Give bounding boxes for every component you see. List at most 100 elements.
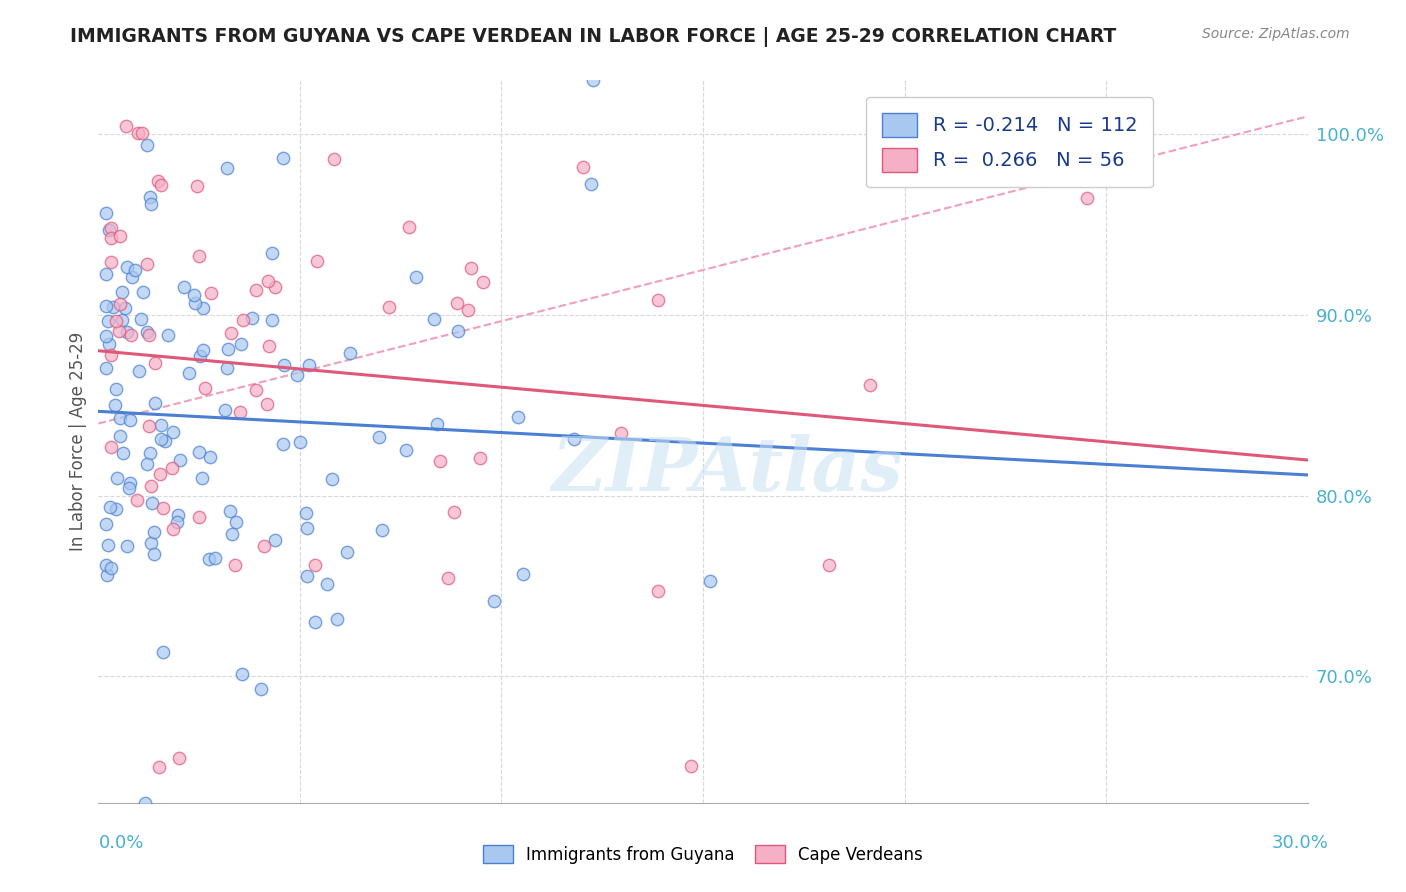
Point	[150, 417, 173, 432]
Point	[245, 283, 267, 297]
Point	[142, 547, 165, 561]
Point	[263, 279, 285, 293]
Point	[104, 314, 127, 328]
Y-axis label: In Labor Force | Age 25-29: In Labor Force | Age 25-29	[69, 332, 87, 551]
Point	[103, 398, 125, 412]
Point	[447, 324, 470, 338]
Point	[167, 508, 190, 522]
Point	[304, 558, 326, 572]
Point	[136, 137, 159, 152]
Point	[679, 759, 702, 773]
Point	[295, 506, 318, 520]
Point	[132, 285, 155, 299]
Point	[295, 521, 318, 535]
Point	[273, 358, 295, 372]
Point	[138, 418, 160, 433]
Point	[187, 444, 209, 458]
Text: IMMIGRANTS FROM GUYANA VS CAPE VERDEAN IN LABOR FORCE | AGE 25-29 CORRELATION CH: IMMIGRANTS FROM GUYANA VS CAPE VERDEAN I…	[70, 27, 1116, 46]
Point	[271, 151, 294, 165]
Point	[260, 246, 283, 260]
Point	[259, 339, 281, 353]
Point	[108, 297, 131, 311]
Point	[108, 411, 131, 425]
Point	[96, 206, 118, 220]
Point	[166, 515, 188, 529]
Point	[339, 346, 361, 360]
Point	[194, 380, 217, 394]
Point	[143, 356, 166, 370]
Point	[316, 577, 339, 591]
Point	[191, 343, 214, 358]
Point	[204, 551, 226, 566]
Point	[336, 545, 359, 559]
Point	[582, 73, 605, 87]
Text: Source: ZipAtlas.com: Source: ZipAtlas.com	[1202, 27, 1350, 41]
Point	[142, 524, 165, 539]
Point	[231, 666, 253, 681]
Point	[169, 452, 191, 467]
Point	[460, 261, 482, 276]
Point	[124, 263, 146, 277]
Point	[115, 325, 138, 339]
Point	[263, 533, 285, 547]
Point	[423, 312, 446, 326]
Point	[100, 220, 122, 235]
Point	[118, 481, 141, 495]
Point	[115, 120, 138, 134]
Point	[482, 594, 505, 608]
Point	[371, 524, 394, 538]
Point	[398, 219, 420, 234]
Point	[562, 432, 585, 446]
Point	[96, 558, 118, 572]
Point	[114, 301, 136, 315]
Point	[468, 451, 491, 466]
Point	[104, 501, 127, 516]
Legend: Immigrants from Guyana, Cape Verdeans: Immigrants from Guyana, Cape Verdeans	[477, 838, 929, 871]
Point	[245, 383, 267, 397]
Point	[100, 231, 122, 245]
Point	[217, 361, 239, 376]
Point	[183, 288, 205, 302]
Point	[177, 366, 200, 380]
Point	[143, 396, 166, 410]
Point	[135, 325, 157, 339]
Point	[97, 314, 120, 328]
Point	[429, 454, 451, 468]
Point	[457, 303, 479, 318]
Point	[115, 260, 138, 275]
Point	[186, 178, 208, 193]
Point	[96, 299, 118, 313]
Point	[108, 228, 131, 243]
Point	[108, 429, 131, 443]
Point	[96, 267, 118, 281]
Point	[127, 126, 149, 140]
Point	[134, 796, 156, 810]
Point	[368, 430, 391, 444]
Point	[118, 476, 141, 491]
Point	[149, 432, 172, 446]
Point	[136, 457, 159, 471]
Point	[405, 269, 427, 284]
Point	[141, 479, 163, 493]
Point	[108, 324, 131, 338]
Point	[100, 348, 122, 362]
Point	[257, 274, 280, 288]
Point	[188, 349, 211, 363]
Point	[138, 446, 160, 460]
Point	[187, 510, 209, 524]
Point	[96, 517, 118, 532]
Point	[160, 461, 183, 475]
Point	[395, 442, 418, 457]
Point	[200, 286, 222, 301]
Point	[253, 539, 276, 553]
Point	[572, 160, 595, 174]
Point	[215, 161, 238, 175]
Point	[138, 189, 160, 203]
Point	[153, 434, 176, 448]
Point	[117, 539, 139, 553]
Point	[1076, 190, 1098, 204]
Point	[148, 759, 170, 773]
Point	[141, 496, 163, 510]
Point	[221, 527, 243, 541]
Point	[111, 312, 134, 326]
